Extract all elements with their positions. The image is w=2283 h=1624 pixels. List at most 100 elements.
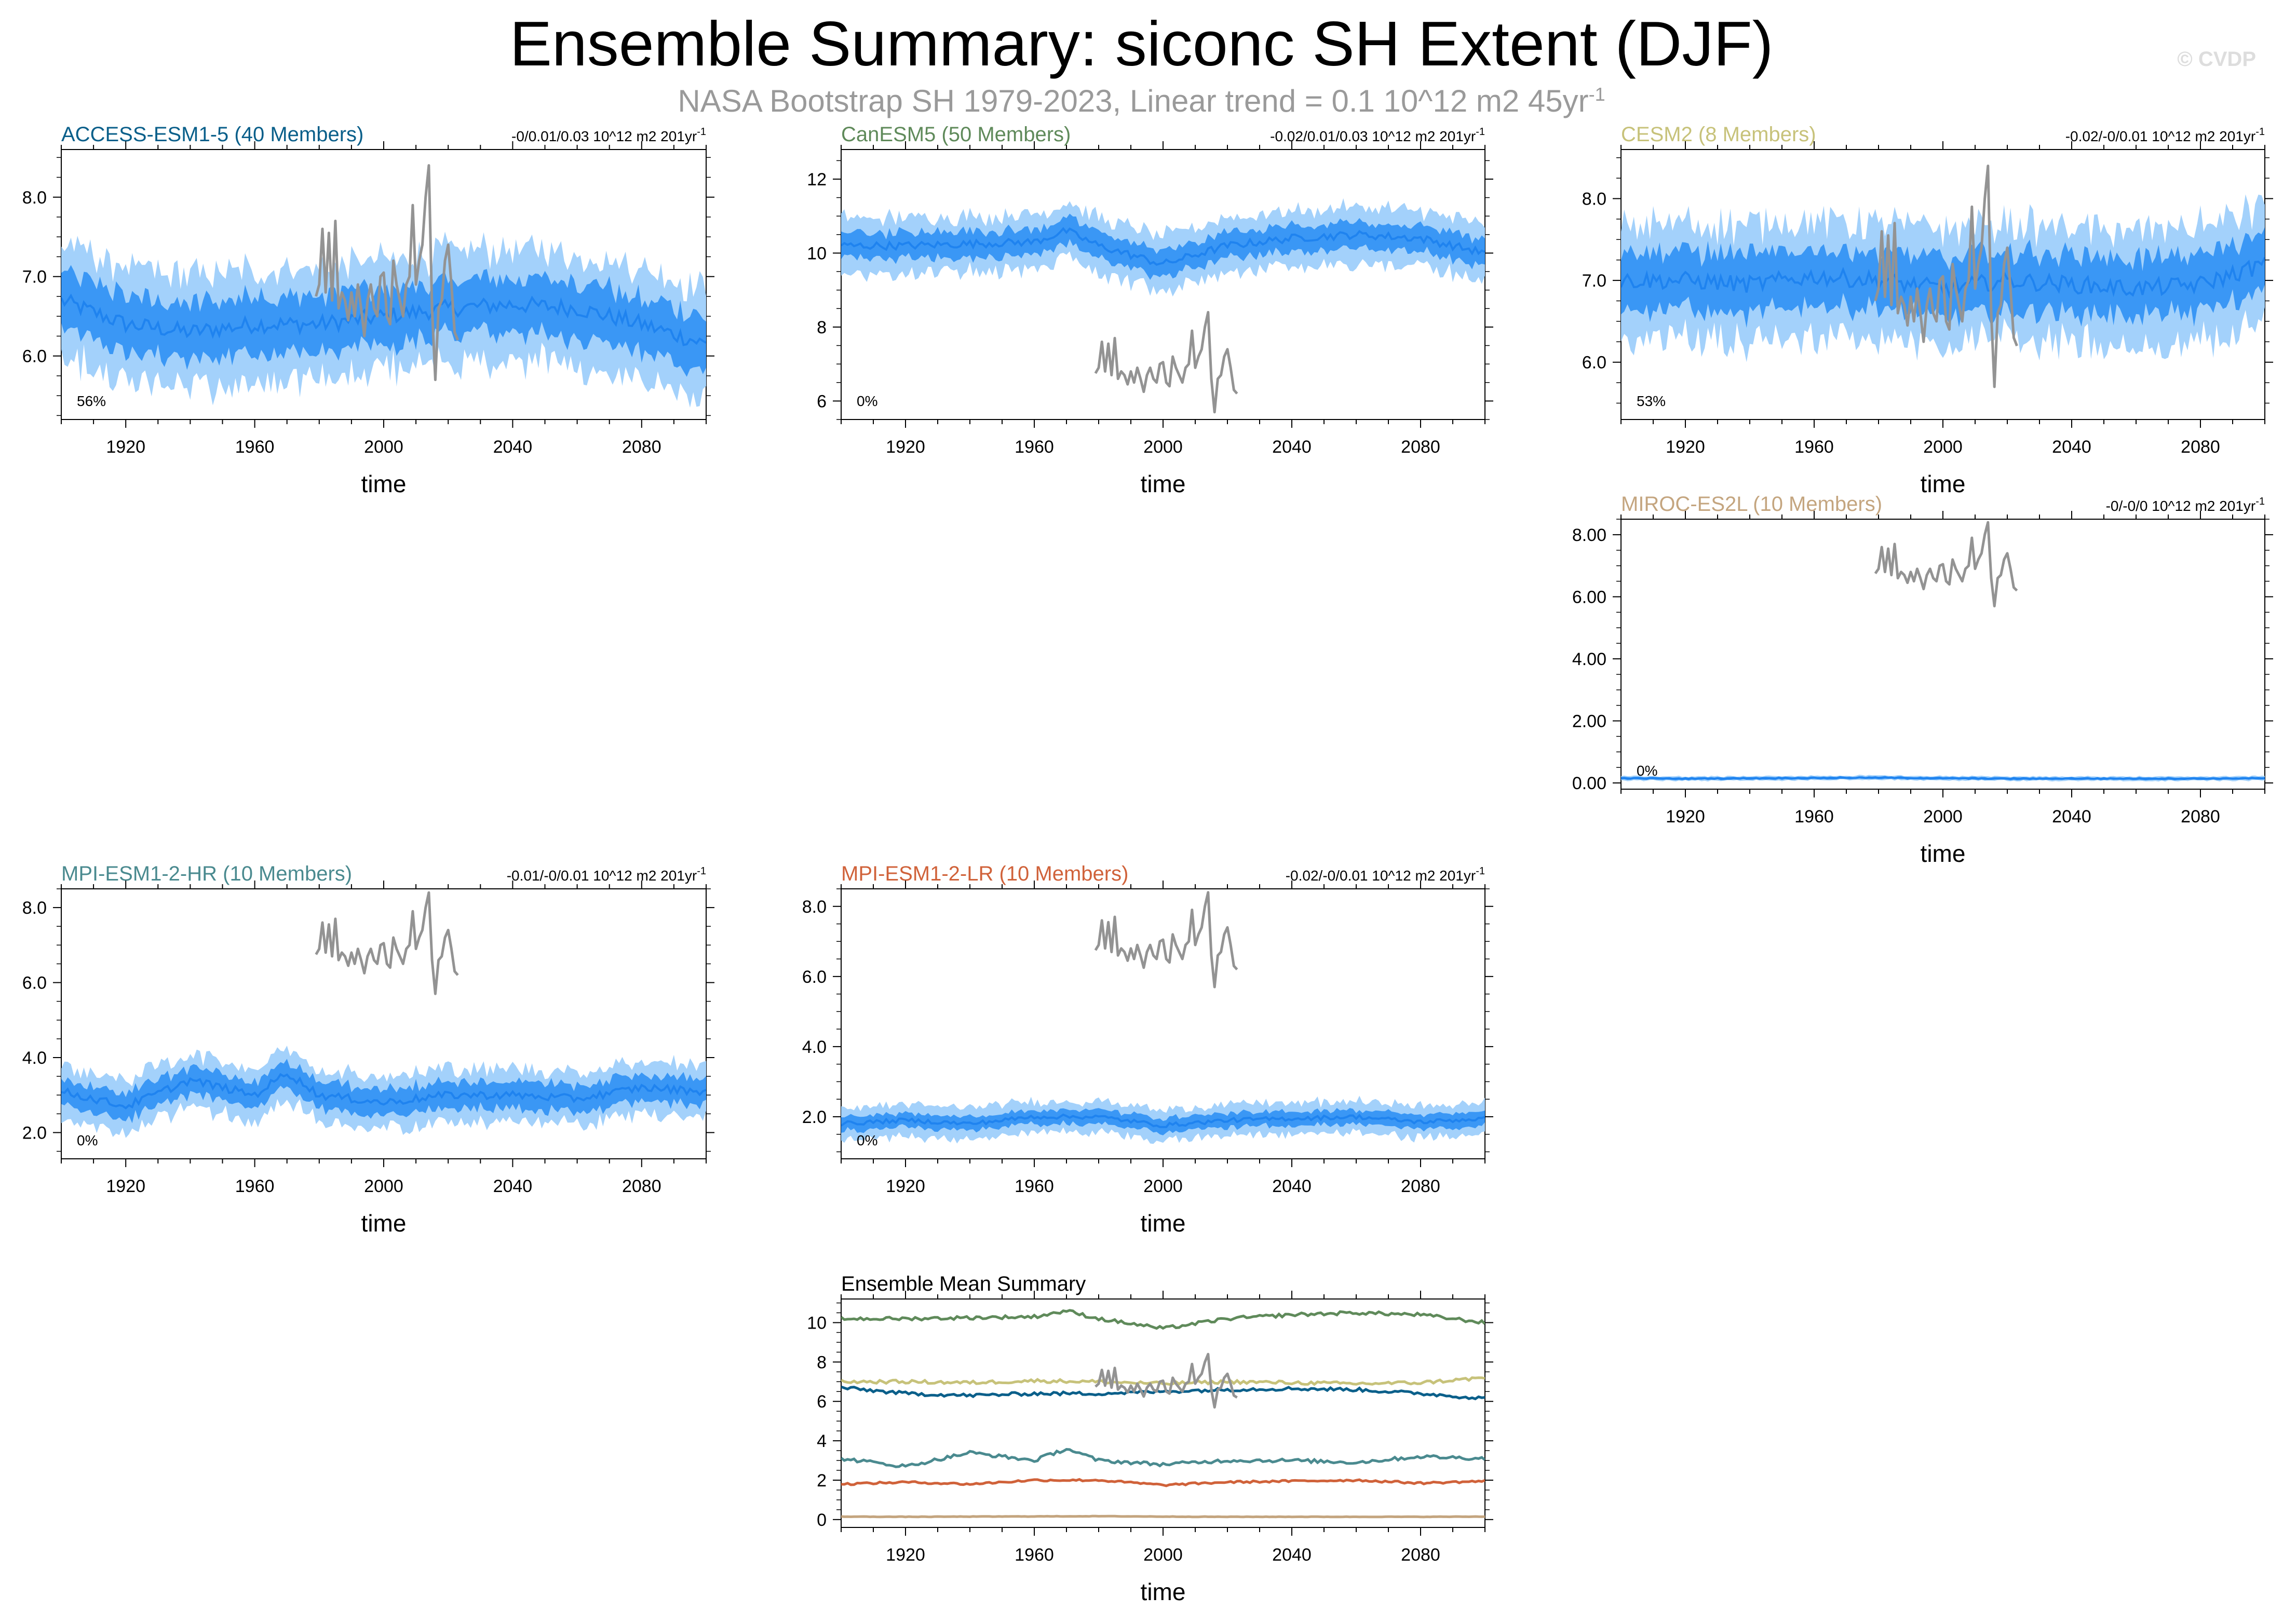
- trend-label: -0.02/0.01/0.03 10^12 m2 201yr-1: [1270, 126, 1485, 144]
- ensemble-mean-line: [1621, 776, 2265, 780]
- x-tick-label: 2040: [2052, 807, 2091, 827]
- panel-miroc: MIROC-ES2L (10 Members) -0/-0/0 10^12 m2 …: [1572, 493, 2273, 867]
- x-tick-label: 1960: [1794, 437, 1834, 457]
- spread-outer-band: [841, 198, 1485, 297]
- observations-line: [1094, 310, 1238, 414]
- panel-title: CESM2 (8 Members): [1621, 123, 1816, 146]
- y-tick-label: 6.0: [1582, 353, 1606, 373]
- x-tick-label: 2080: [1401, 437, 1440, 457]
- y-tick-label: 8: [817, 318, 827, 337]
- y-tick-label: 2: [817, 1471, 827, 1491]
- spread-inner-band: [61, 265, 706, 377]
- x-tick-label: 1960: [235, 1176, 275, 1196]
- spread-inner-band: [61, 1059, 706, 1124]
- series-line-miroc-es2l: [841, 1514, 1485, 1519]
- panel-title: ACCESS-ESM1-5 (40 Members): [61, 123, 363, 146]
- trend-label: -0.01/-0/0.01 10^12 m2 201yr-1: [507, 865, 706, 884]
- series-line-canesm5: [841, 1309, 1485, 1330]
- y-tick-label: 8.0: [802, 897, 827, 917]
- y-tick-label: 4.00: [1572, 649, 1606, 669]
- y-tick-label: 4: [817, 1431, 827, 1451]
- subtitle-text: NASA Bootstrap SH 1979-2023, Linear tren…: [678, 84, 1589, 118]
- x-tick-label: 1960: [1015, 437, 1054, 457]
- y-tick-label: 8: [817, 1352, 827, 1372]
- percent-label: 56%: [77, 393, 106, 409]
- observations-line: [315, 164, 460, 381]
- panel-canesm: CanESM5 (50 Members) -0.02/0.01/0.03 10^1…: [807, 123, 1493, 497]
- y-tick-label: 6.0: [802, 967, 827, 987]
- trend-label: -0/0.01/0.03 10^12 m2 201yr-1: [511, 126, 706, 144]
- y-tick-label: 6: [817, 391, 827, 411]
- spread-outer-band: [841, 1095, 1485, 1144]
- trend-label: -0/-0/0 10^12 m2 201yr-1: [2106, 496, 2265, 514]
- percent-label: 0%: [1637, 763, 1657, 779]
- x-tick-label: 2000: [1143, 1545, 1183, 1565]
- panel-title: MPI-ESM1-2-HR (10 Members): [61, 862, 352, 885]
- x-axis-label: time: [361, 470, 407, 497]
- x-tick-label: 2040: [1272, 1176, 1312, 1196]
- x-tick-label: 1920: [886, 1545, 925, 1565]
- y-tick-label: 7.0: [1582, 271, 1606, 291]
- observations-line: [1095, 1352, 1238, 1409]
- x-tick-label: 2040: [493, 1176, 533, 1196]
- ensemble-mean-line: [841, 1113, 1485, 1128]
- spread-inner-band: [841, 213, 1485, 280]
- x-tick-label: 1920: [886, 1176, 925, 1196]
- x-tick-label: 1920: [1666, 437, 1705, 457]
- x-tick-label: 2000: [364, 1176, 403, 1196]
- series-line-mpi-esm1-2-hr: [841, 1448, 1485, 1468]
- panel-title: CanESM5 (50 Members): [841, 123, 1071, 146]
- plot-frame: [841, 1298, 1485, 1528]
- x-tick-label: 1920: [106, 437, 145, 457]
- plot-area: [1621, 521, 2265, 782]
- y-tick-label: 2.00: [1572, 712, 1606, 732]
- x-tick-label: 2000: [1143, 437, 1183, 457]
- x-tick-label: 2000: [364, 437, 403, 457]
- x-tick-label: 2000: [1923, 807, 1963, 827]
- y-tick-label: 12: [807, 170, 827, 190]
- x-tick-label: 2080: [1401, 1176, 1440, 1196]
- observations-line: [1874, 165, 2018, 388]
- x-tick-label: 2040: [493, 437, 533, 457]
- y-tick-label: 6.0: [22, 973, 47, 993]
- y-tick-label: 4.0: [22, 1048, 47, 1068]
- panel-title: Ensemble Mean Summary: [841, 1273, 1086, 1295]
- trend-label: -0.02/-0/0.01 10^12 m2 201yr-1: [1286, 865, 1485, 884]
- x-tick-label: 1920: [886, 437, 925, 457]
- y-tick-label: 7.0: [22, 267, 47, 287]
- y-tick-label: 10: [807, 243, 827, 263]
- x-axis-label: time: [1141, 1210, 1186, 1237]
- x-tick-label: 2000: [1923, 437, 1963, 457]
- x-tick-label: 2080: [2181, 437, 2220, 457]
- plot-area: [1621, 165, 2265, 388]
- percent-label: 0%: [857, 393, 877, 409]
- x-tick-label: 2080: [622, 437, 661, 457]
- x-tick-label: 2080: [2181, 807, 2220, 827]
- ensemble-mean-line: [61, 293, 706, 346]
- y-tick-label: 0: [817, 1510, 827, 1530]
- plot-area: [61, 164, 706, 408]
- x-tick-label: 2080: [1401, 1545, 1440, 1565]
- subtitle-sup: -1: [1588, 84, 1605, 105]
- copyright: © CVDP: [2177, 48, 2256, 71]
- series-line-mpi-esm1-2-lr: [841, 1478, 1485, 1487]
- ensemble-mean-line: [61, 1073, 706, 1109]
- y-tick-label: 6: [817, 1392, 827, 1412]
- x-tick-label: 1920: [1666, 807, 1705, 827]
- y-tick-label: 2.0: [22, 1123, 47, 1143]
- panel-title: MPI-ESM1-2-LR (10 Members): [841, 862, 1128, 885]
- y-tick-label: 10: [807, 1314, 827, 1333]
- observations-line: [315, 891, 459, 995]
- plot-area: [841, 198, 1485, 414]
- x-tick-label: 2040: [2052, 437, 2091, 457]
- y-tick-label: 8.0: [1582, 190, 1606, 209]
- y-tick-label: 6.0: [22, 347, 47, 367]
- x-tick-label: 2000: [1143, 1176, 1183, 1196]
- plot-area: [841, 891, 1485, 1144]
- y-tick-label: 8.00: [1572, 525, 1606, 545]
- plot-frame: [1620, 519, 2265, 790]
- x-tick-label: 2040: [1272, 1545, 1312, 1565]
- percent-label: 0%: [77, 1132, 98, 1148]
